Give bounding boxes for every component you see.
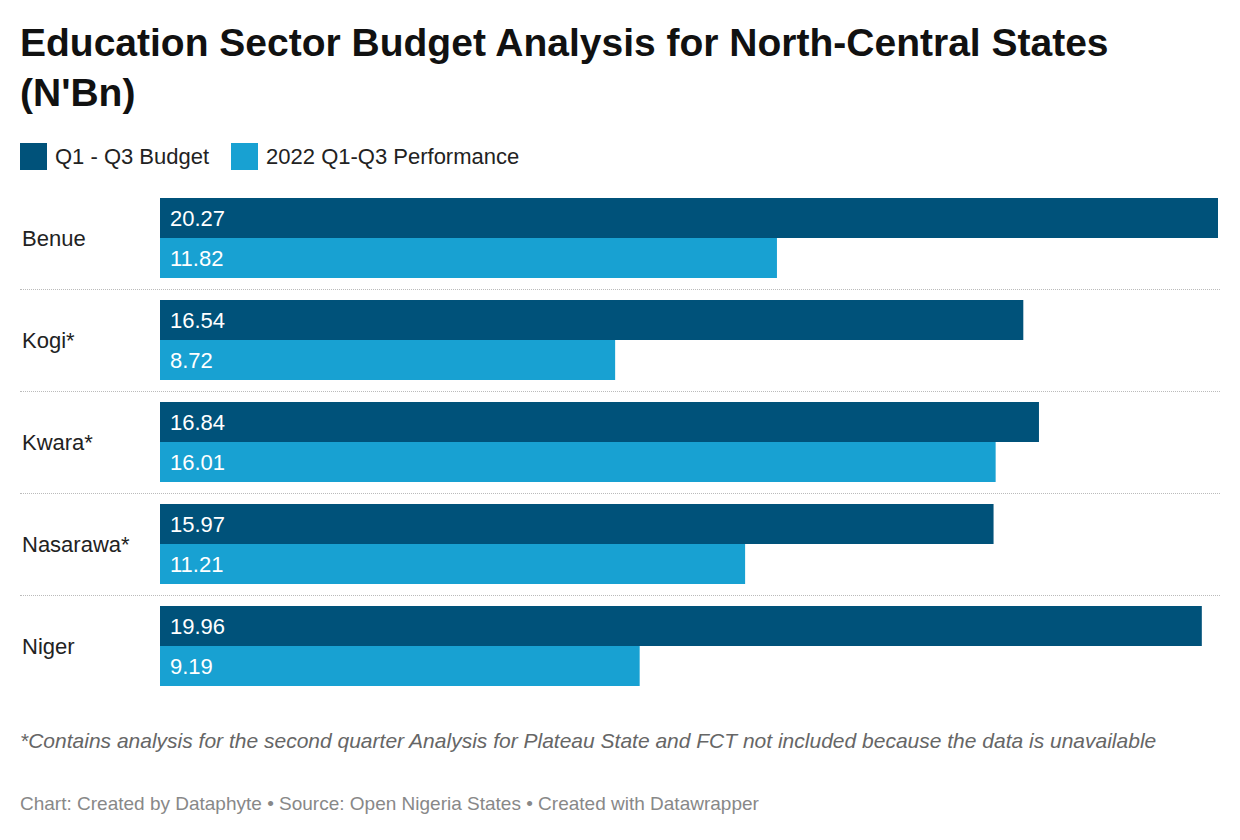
svg-text:Nasarawa*: Nasarawa* bbox=[22, 532, 130, 557]
svg-text:16.54: 16.54 bbox=[170, 308, 225, 333]
svg-text:15.97: 15.97 bbox=[170, 512, 225, 537]
svg-text:11.21: 11.21 bbox=[170, 552, 223, 577]
html-text:Q1 - Q3 Budget: Q1 - Q3 Budget bbox=[55, 143, 210, 169]
svg-text:11.82: 11.82 bbox=[170, 246, 223, 271]
svg-text:8.72: 8.72 bbox=[170, 348, 213, 373]
svg-text:20.27: 20.27 bbox=[170, 206, 225, 231]
svg-text:16.84: 16.84 bbox=[170, 410, 225, 435]
svg-text:Kogi*: Kogi* bbox=[22, 328, 75, 353]
svg-text:9.19: 9.19 bbox=[170, 654, 213, 679]
html-text:2022 Q1-Q3 Performance: 2022 Q1-Q3 Performance bbox=[266, 143, 520, 169]
svg-text:Kwara*: Kwara* bbox=[22, 430, 93, 455]
html-text:*Contains analysis for the sec: *Contains analysis for the second quarte… bbox=[20, 729, 1157, 752]
svg-text:Benue: Benue bbox=[22, 226, 86, 251]
svg-text:16.01: 16.01 bbox=[170, 450, 225, 475]
svg-text:Niger: Niger bbox=[22, 634, 75, 659]
html-text:Education Sector Budget Analys: Education Sector Budget Analysis for Nor… bbox=[20, 21, 1109, 114]
html-text:Chart: Created by Dataphyte •: Chart: Created by Dataphyte • Source: Op… bbox=[20, 793, 759, 814]
svg-text:19.96: 19.96 bbox=[170, 614, 225, 639]
